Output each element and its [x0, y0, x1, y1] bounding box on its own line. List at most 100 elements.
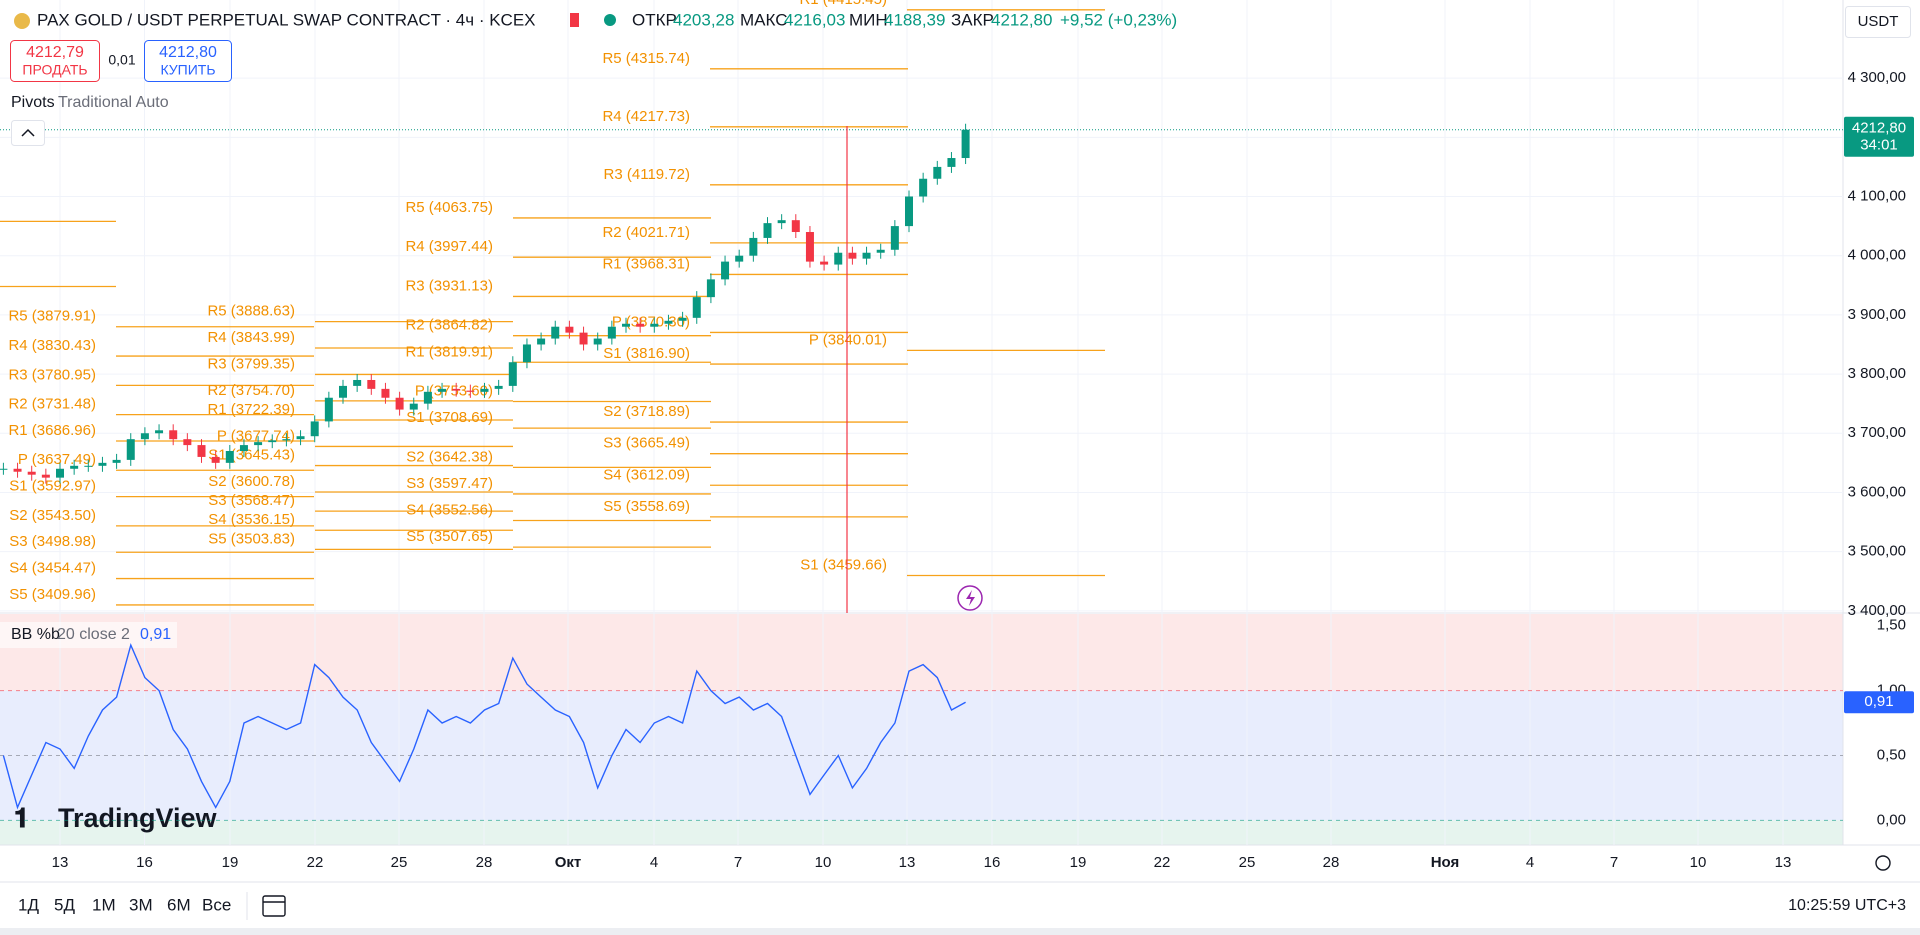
- price-badge-countdown: 34:01: [1860, 137, 1898, 154]
- currency-select[interactable]: [1845, 6, 1911, 38]
- bb-lower-zone: [0, 820, 1843, 845]
- candle: [353, 379, 362, 386]
- pivot-label: R4 (3843.99): [207, 329, 295, 346]
- candle: [763, 223, 772, 238]
- time-tick-label: 4: [650, 854, 658, 871]
- candle: [905, 196, 913, 227]
- time-tick-label: 10: [815, 854, 832, 871]
- pivot-label: S5 (3507.65): [406, 528, 493, 545]
- ohlc-change: +9,52 (+0,23%): [1060, 10, 1177, 29]
- price-tick-label: 3 900,00: [1848, 306, 1906, 323]
- pivot-label: R1 (3722.39): [207, 401, 295, 418]
- candle: [140, 433, 149, 440]
- price-badge: [1844, 116, 1914, 157]
- bb-tick-label: 0,50: [1877, 746, 1906, 763]
- pivot-label: R3 (4119.72): [604, 166, 690, 183]
- bb-name[interactable]: BB %b: [11, 626, 60, 643]
- candle: [324, 397, 333, 422]
- indicator-name[interactable]: Pivots: [11, 94, 55, 111]
- candle: [112, 459, 121, 463]
- candle: [876, 249, 885, 253]
- time-tick-label: 13: [1775, 854, 1792, 871]
- candle: [310, 421, 319, 437]
- candle: [13, 468, 22, 472]
- time-tick-label: Окт: [555, 854, 582, 871]
- flag[interactable]: [570, 13, 579, 27]
- candle: [395, 397, 404, 410]
- price-tick-label: 3 400,00: [1848, 602, 1906, 619]
- date-range-icon[interactable]: [262, 895, 286, 917]
- time-tick-label: 13: [899, 854, 916, 871]
- time-tick-label: 7: [734, 854, 742, 871]
- candle: [522, 344, 531, 363]
- pivot-label: P (3637.49): [18, 451, 96, 468]
- range-button[interactable]: 6М: [167, 895, 191, 914]
- time-tick-label: 19: [222, 854, 239, 871]
- time-tick-label: 16: [136, 854, 153, 871]
- candle: [268, 440, 277, 443]
- buy-button[interactable]: [144, 40, 232, 82]
- candle: [565, 326, 574, 333]
- pivot-label: R5 (4063.75): [405, 199, 493, 216]
- price-badge-value: 4212,80: [1852, 120, 1906, 137]
- buy-label: КУПИТЬ: [160, 62, 215, 78]
- bb-badge-value: 0,91: [1864, 693, 1893, 710]
- candle: [947, 158, 956, 167]
- pivot-label: R2 (3754.70): [207, 382, 295, 399]
- bb-value: 0,91: [140, 626, 171, 643]
- candle: [239, 445, 248, 452]
- candle: [607, 326, 616, 339]
- candle: [579, 332, 588, 345]
- ohlc-label: ЗАКР: [951, 10, 994, 29]
- ohlc-value: 4188,39: [884, 10, 945, 29]
- pivot-label: R1 (3686.96): [8, 422, 96, 439]
- candle: [197, 445, 206, 457]
- time-tick-label: 4: [1526, 854, 1534, 871]
- range-button[interactable]: 1Д: [18, 895, 39, 914]
- candle: [706, 279, 715, 298]
- pivot-label: S2 (3600.78): [208, 473, 295, 490]
- candle: [466, 390, 475, 392]
- ohlc-value: 4203,28: [673, 10, 734, 29]
- pivot-label: R2 (3731.48): [8, 396, 96, 413]
- pivot-label: S3 (3597.47): [406, 475, 493, 492]
- time-tick-label: 22: [307, 854, 324, 871]
- buy-price: 4212,80: [159, 44, 217, 61]
- price-tick-label: 4 100,00: [1848, 187, 1906, 204]
- pivot-label: R3 (3780.95): [8, 366, 96, 383]
- collapse-icon: [21, 128, 35, 137]
- pivot-label: S2 (3718.89): [603, 403, 690, 420]
- pivot-label: R5 (4315.74): [602, 50, 690, 67]
- watermark-text: TradingView: [58, 803, 218, 833]
- time-tick-label: 7: [1610, 854, 1618, 871]
- sell-button[interactable]: [10, 40, 100, 82]
- indicator-settings: Traditional Auto: [58, 94, 169, 111]
- pivot-label: R1 (3968.31): [602, 255, 690, 272]
- ohlc-value: 4212,80: [991, 10, 1052, 29]
- range-button[interactable]: 5Д: [54, 895, 75, 914]
- candle: [282, 439, 291, 441]
- pivot-label: S5 (3409.96): [9, 586, 96, 603]
- sell-price: 4212,79: [26, 44, 84, 61]
- candle: [41, 474, 50, 478]
- candle: [735, 255, 744, 262]
- pivot-label: S4 (3612.09): [603, 466, 690, 483]
- range-button[interactable]: 1М: [92, 895, 116, 914]
- candle: [155, 430, 164, 434]
- candle: [423, 391, 432, 404]
- pivot-label: S1 (3708.69): [406, 409, 493, 426]
- pivot-label: R4 (3997.44): [405, 238, 493, 255]
- settings-icon[interactable]: [1875, 855, 1891, 871]
- collapse-button[interactable]: [11, 120, 45, 146]
- time-tick-label: 22: [1154, 854, 1171, 871]
- bb-tick-label: 0,00: [1877, 811, 1906, 828]
- status-dot: [604, 14, 616, 26]
- candle: [820, 261, 829, 265]
- range-button[interactable]: 3М: [129, 895, 153, 914]
- pivot-label: P (3870.30): [612, 313, 690, 330]
- spread: 0,01: [108, 52, 135, 68]
- pivot-label: R5 (3879.91): [8, 308, 96, 325]
- candle: [494, 385, 503, 389]
- range-button[interactable]: Все: [202, 895, 231, 914]
- clock[interactable]: 10:25:59 UTC+3: [1788, 897, 1906, 914]
